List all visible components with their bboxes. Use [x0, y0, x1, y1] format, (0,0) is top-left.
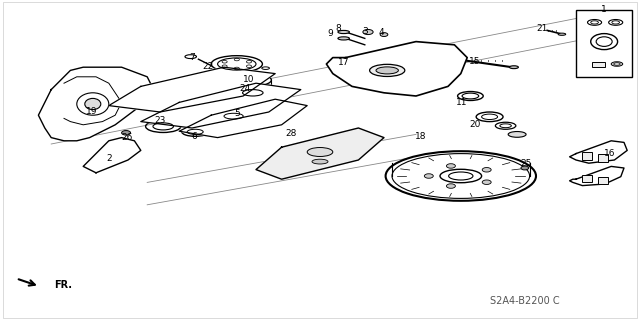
Bar [582, 152, 592, 160]
Text: 16: 16 [604, 149, 615, 158]
Ellipse shape [558, 33, 566, 36]
Ellipse shape [385, 151, 536, 201]
Ellipse shape [591, 34, 618, 50]
Text: 6: 6 [191, 132, 196, 141]
Text: 1: 1 [602, 5, 607, 14]
Text: 4: 4 [379, 28, 384, 37]
Text: 3: 3 [362, 27, 367, 36]
Text: 28: 28 [285, 129, 297, 138]
Ellipse shape [77, 93, 109, 115]
Ellipse shape [476, 112, 503, 122]
Text: 2: 2 [106, 154, 111, 163]
Text: 23: 23 [154, 116, 166, 124]
Ellipse shape [611, 62, 623, 66]
Polygon shape [179, 99, 307, 138]
Ellipse shape [84, 99, 101, 109]
Ellipse shape [495, 122, 516, 129]
Text: 17: 17 [338, 58, 349, 67]
Circle shape [447, 164, 456, 168]
Polygon shape [570, 141, 627, 163]
Text: 19: 19 [86, 107, 97, 116]
Ellipse shape [376, 67, 398, 74]
Text: 25: 25 [520, 159, 532, 168]
Polygon shape [141, 83, 301, 128]
Circle shape [363, 29, 373, 35]
Circle shape [482, 168, 491, 172]
Text: 18: 18 [415, 132, 427, 140]
Text: 10: 10 [243, 75, 254, 84]
Ellipse shape [509, 66, 518, 69]
Text: FR.: FR. [54, 280, 72, 291]
Text: S2A4-B2200 C: S2A4-B2200 C [490, 296, 559, 306]
Text: 5: 5 [234, 109, 239, 118]
Ellipse shape [338, 30, 349, 34]
Ellipse shape [211, 56, 262, 72]
Text: 11: 11 [456, 98, 468, 107]
Circle shape [424, 174, 433, 178]
Circle shape [447, 184, 456, 188]
Bar [576, 10, 632, 77]
Bar [592, 62, 605, 67]
Bar [582, 175, 592, 182]
Circle shape [482, 180, 491, 184]
Ellipse shape [307, 148, 333, 156]
Polygon shape [109, 67, 275, 112]
Text: 26: 26 [121, 133, 132, 142]
Polygon shape [326, 42, 467, 96]
Bar [598, 154, 608, 162]
Circle shape [122, 131, 131, 135]
Text: 24: 24 [239, 84, 251, 93]
Bar [598, 177, 608, 184]
Circle shape [521, 166, 529, 170]
Polygon shape [570, 166, 624, 186]
Ellipse shape [440, 169, 481, 183]
Ellipse shape [312, 159, 328, 164]
Text: 8: 8 [335, 24, 340, 33]
Ellipse shape [370, 64, 405, 76]
Text: 7: 7 [189, 53, 195, 62]
Polygon shape [256, 128, 384, 179]
Ellipse shape [234, 74, 271, 86]
Text: 22: 22 [202, 62, 214, 71]
Ellipse shape [338, 37, 349, 40]
Circle shape [380, 33, 388, 36]
Polygon shape [38, 67, 154, 141]
Ellipse shape [458, 92, 483, 100]
Text: 21: 21 [536, 24, 548, 33]
Text: 9: 9 [328, 29, 333, 38]
Text: 15: 15 [469, 57, 481, 66]
Ellipse shape [508, 132, 526, 137]
Text: 20: 20 [469, 120, 481, 129]
